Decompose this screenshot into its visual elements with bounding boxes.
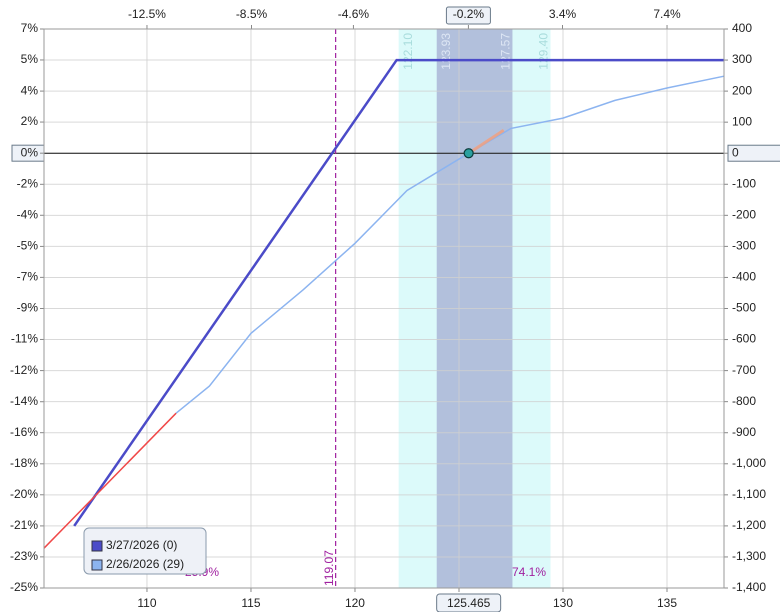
breakeven-label: 119.07 — [322, 550, 336, 586]
y2-tick-label: -11% — [11, 332, 38, 346]
y-tick-label: 300 — [732, 52, 752, 66]
y2-tick-label: -12% — [10, 363, 38, 377]
legend-label: 2/26/2026 (29) — [106, 557, 184, 571]
y2-tick-label: -18% — [10, 456, 38, 470]
current-price-marker — [463, 148, 474, 159]
y2-tick-label: -16% — [10, 425, 38, 439]
x2-tick-label: 3.4% — [549, 7, 577, 21]
y-tick-label: -200 — [732, 208, 756, 222]
y2-tick-label: -9% — [17, 301, 39, 315]
x-tick-label: 135 — [657, 596, 677, 610]
y2-tick-label: -7% — [17, 270, 39, 284]
y2-tick-label: -23% — [10, 549, 38, 563]
legend-swatch — [91, 540, 103, 552]
y-tick-label: -600 — [732, 332, 756, 346]
band-label: 129.40 — [537, 33, 551, 70]
y2-tick-label: -2% — [17, 176, 39, 190]
legend-label: 3/27/2026 (0) — [106, 538, 177, 552]
plot-underlay — [11, 6, 780, 589]
band-label: 123.93 — [439, 33, 453, 70]
x2-tick-label: -4.6% — [338, 7, 370, 21]
probability-label: 74.1% — [512, 565, 546, 579]
y-tick-label: -100 — [732, 176, 756, 190]
y-tick-label: -1,400 — [732, 580, 766, 594]
y-tick-label: -300 — [732, 239, 756, 253]
series-line — [467, 128, 505, 155]
y-tick-label: -900 — [732, 425, 756, 439]
legend-swatch — [91, 559, 103, 571]
current-price-box — [436, 593, 502, 612]
y2-tick-label: 7% — [21, 21, 39, 35]
plot: 110115120125130135-12.5%-8.5%-4.6%-0.2%3… — [10, 7, 766, 612]
x-tick-label: 115 — [241, 596, 260, 610]
y-tick-label: 400 — [732, 21, 752, 35]
band-label: 122.10 — [401, 33, 415, 70]
y2-tick-label: -20% — [10, 487, 38, 501]
series-line — [43, 412, 177, 549]
y2-tick-label: -25% — [10, 580, 38, 594]
series-line — [175, 75, 725, 414]
y2-tick-label: -4% — [17, 207, 39, 221]
x-tick-label: 120 — [345, 596, 365, 610]
y-tick-label: -1,300 — [732, 549, 766, 563]
x-tick-label: 130 — [553, 596, 573, 610]
y2-tick-label: -5% — [17, 239, 39, 253]
y2-tick-label: -14% — [10, 394, 38, 408]
y-tick-label: -700 — [732, 363, 756, 377]
x-tick-label: 110 — [137, 596, 156, 610]
x2-tick-label: -12.5% — [128, 7, 166, 21]
y2-tick-label: -21% — [10, 518, 38, 532]
y-tick-label: 200 — [732, 83, 752, 97]
y-tick-label: -500 — [732, 301, 756, 315]
y-tick-label: -800 — [732, 394, 756, 408]
x2-tick-label: -8.5% — [236, 7, 268, 21]
y2-tick-label: 2% — [21, 114, 39, 128]
x2-tick-label: 7.4% — [653, 7, 681, 21]
y2-tick-label: 0% — [21, 145, 39, 159]
y2-tick-label: 4% — [21, 83, 39, 97]
legend-box — [83, 527, 207, 575]
band-label: 127.57 — [499, 33, 513, 70]
plot-overlay — [43, 28, 725, 589]
y-tick-label: -1,000 — [732, 456, 766, 470]
y-tick-label: 100 — [732, 114, 752, 128]
plot-frame — [43, 28, 725, 589]
x2-tick-label: -0.2% — [453, 7, 485, 21]
y-tick-label: -1,200 — [732, 518, 766, 532]
y2-tick-label: 5% — [21, 52, 39, 66]
series-line — [73, 58, 724, 527]
y-tick-label: -400 — [732, 270, 756, 284]
y-tick-label: 0 — [732, 145, 739, 159]
current-marker-box — [445, 6, 491, 25]
y-tick-label: -1,100 — [732, 487, 766, 501]
current-price-label: 125.465 — [447, 596, 491, 610]
